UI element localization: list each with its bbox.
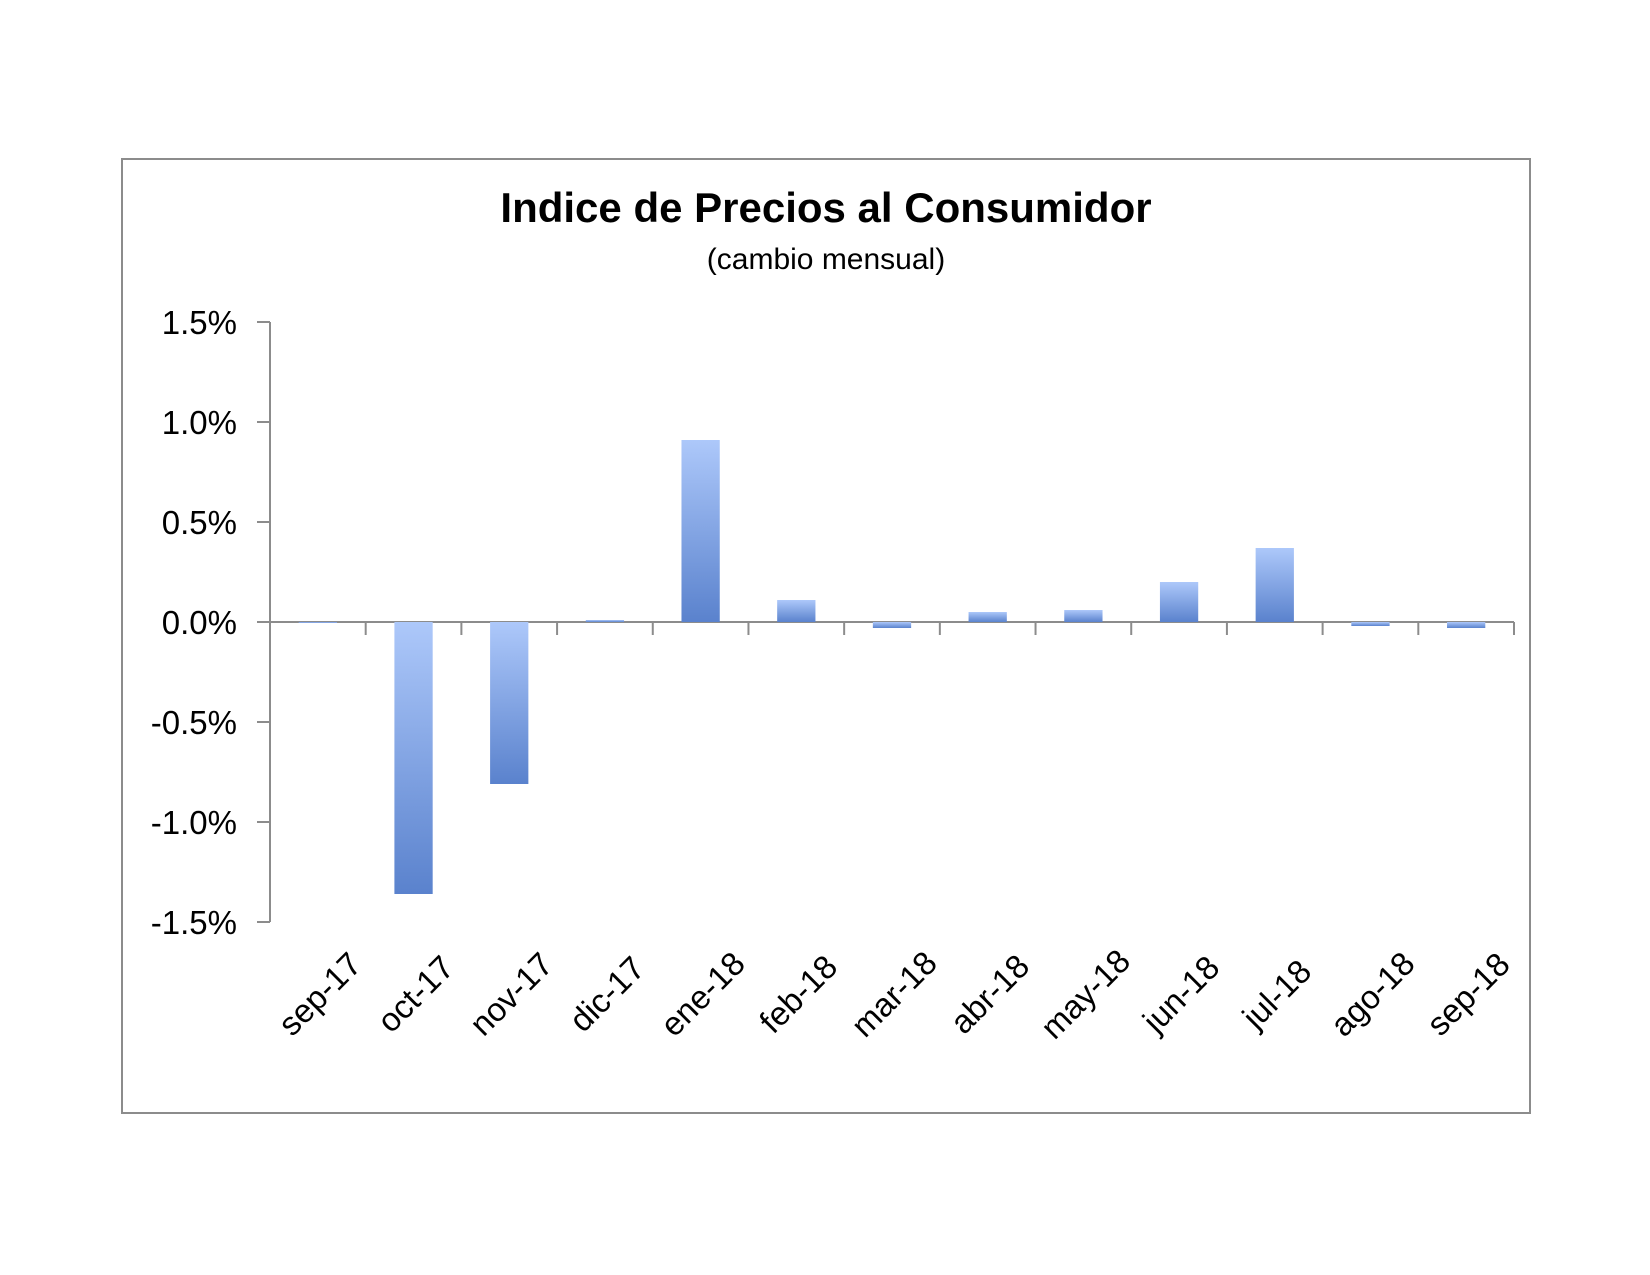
bar-oct-17	[394, 622, 433, 894]
plot-area: 1.5% 1.0% 0.5% 0.0% -0.5% -1.0% -1.5% sep-17 oc…	[151, 304, 1517, 1046]
y-tick-label: -0.5%	[151, 704, 237, 741]
bar-ago-18	[1351, 622, 1390, 626]
chart-frame: Indice de Precios al Consumidor (cambio …	[121, 158, 1531, 1114]
bar-abr-18	[968, 612, 1007, 622]
bar-sep-18	[1447, 622, 1486, 628]
bar-sep-17	[298, 622, 337, 623]
x-tick-label: mar-18	[844, 944, 944, 1044]
x-tick-label: feb-18	[752, 948, 844, 1040]
chart-subtitle: (cambio mensual)	[706, 243, 946, 276]
bar-jul-18	[1255, 548, 1294, 622]
x-tick-label: sep-18	[1419, 945, 1517, 1043]
x-tick-label: jun-18	[1135, 948, 1227, 1040]
bars	[298, 440, 1486, 894]
x-tick-label: may-18	[1033, 942, 1137, 1046]
bar-jun-18	[1159, 582, 1199, 622]
y-tick-label: 1.5%	[162, 304, 237, 341]
x-tick-label: abr-18	[943, 947, 1037, 1041]
bar-ene-18	[681, 440, 720, 622]
y-axis: 1.5% 1.0% 0.5% 0.0% -0.5% -1.0% -1.5%	[151, 304, 271, 941]
bar-nov-17	[490, 622, 529, 784]
x-tick-label: jul-18	[1234, 952, 1318, 1036]
y-tick-label: -1.5%	[151, 904, 237, 941]
x-tick-label: dic-17	[562, 949, 652, 1039]
x-tick-label: oct-17	[370, 948, 461, 1039]
bar-dic-17	[585, 620, 625, 622]
y-tick-label: -1.0%	[151, 804, 237, 841]
bar-mar-18	[872, 622, 912, 628]
x-tick-label: ene-18	[653, 944, 752, 1043]
chart-title: Indice de Precios al Consumidor	[500, 184, 1152, 231]
y-tick-label: 0.5%	[162, 504, 237, 541]
x-tick-label: sep-17	[271, 945, 369, 1043]
x-tick-label: ago-18	[1323, 944, 1422, 1043]
category-labels: sep-17 oct-17 nov-17 dic-17 ene-18 feb-18 mar-…	[271, 942, 1517, 1046]
bar-may-18	[1064, 610, 1103, 622]
bar-feb-18	[777, 600, 816, 622]
x-tick-label: nov-17	[462, 945, 560, 1043]
y-tick-label: 0.0%	[162, 604, 237, 641]
y-tick-label: 1.0%	[162, 404, 237, 441]
